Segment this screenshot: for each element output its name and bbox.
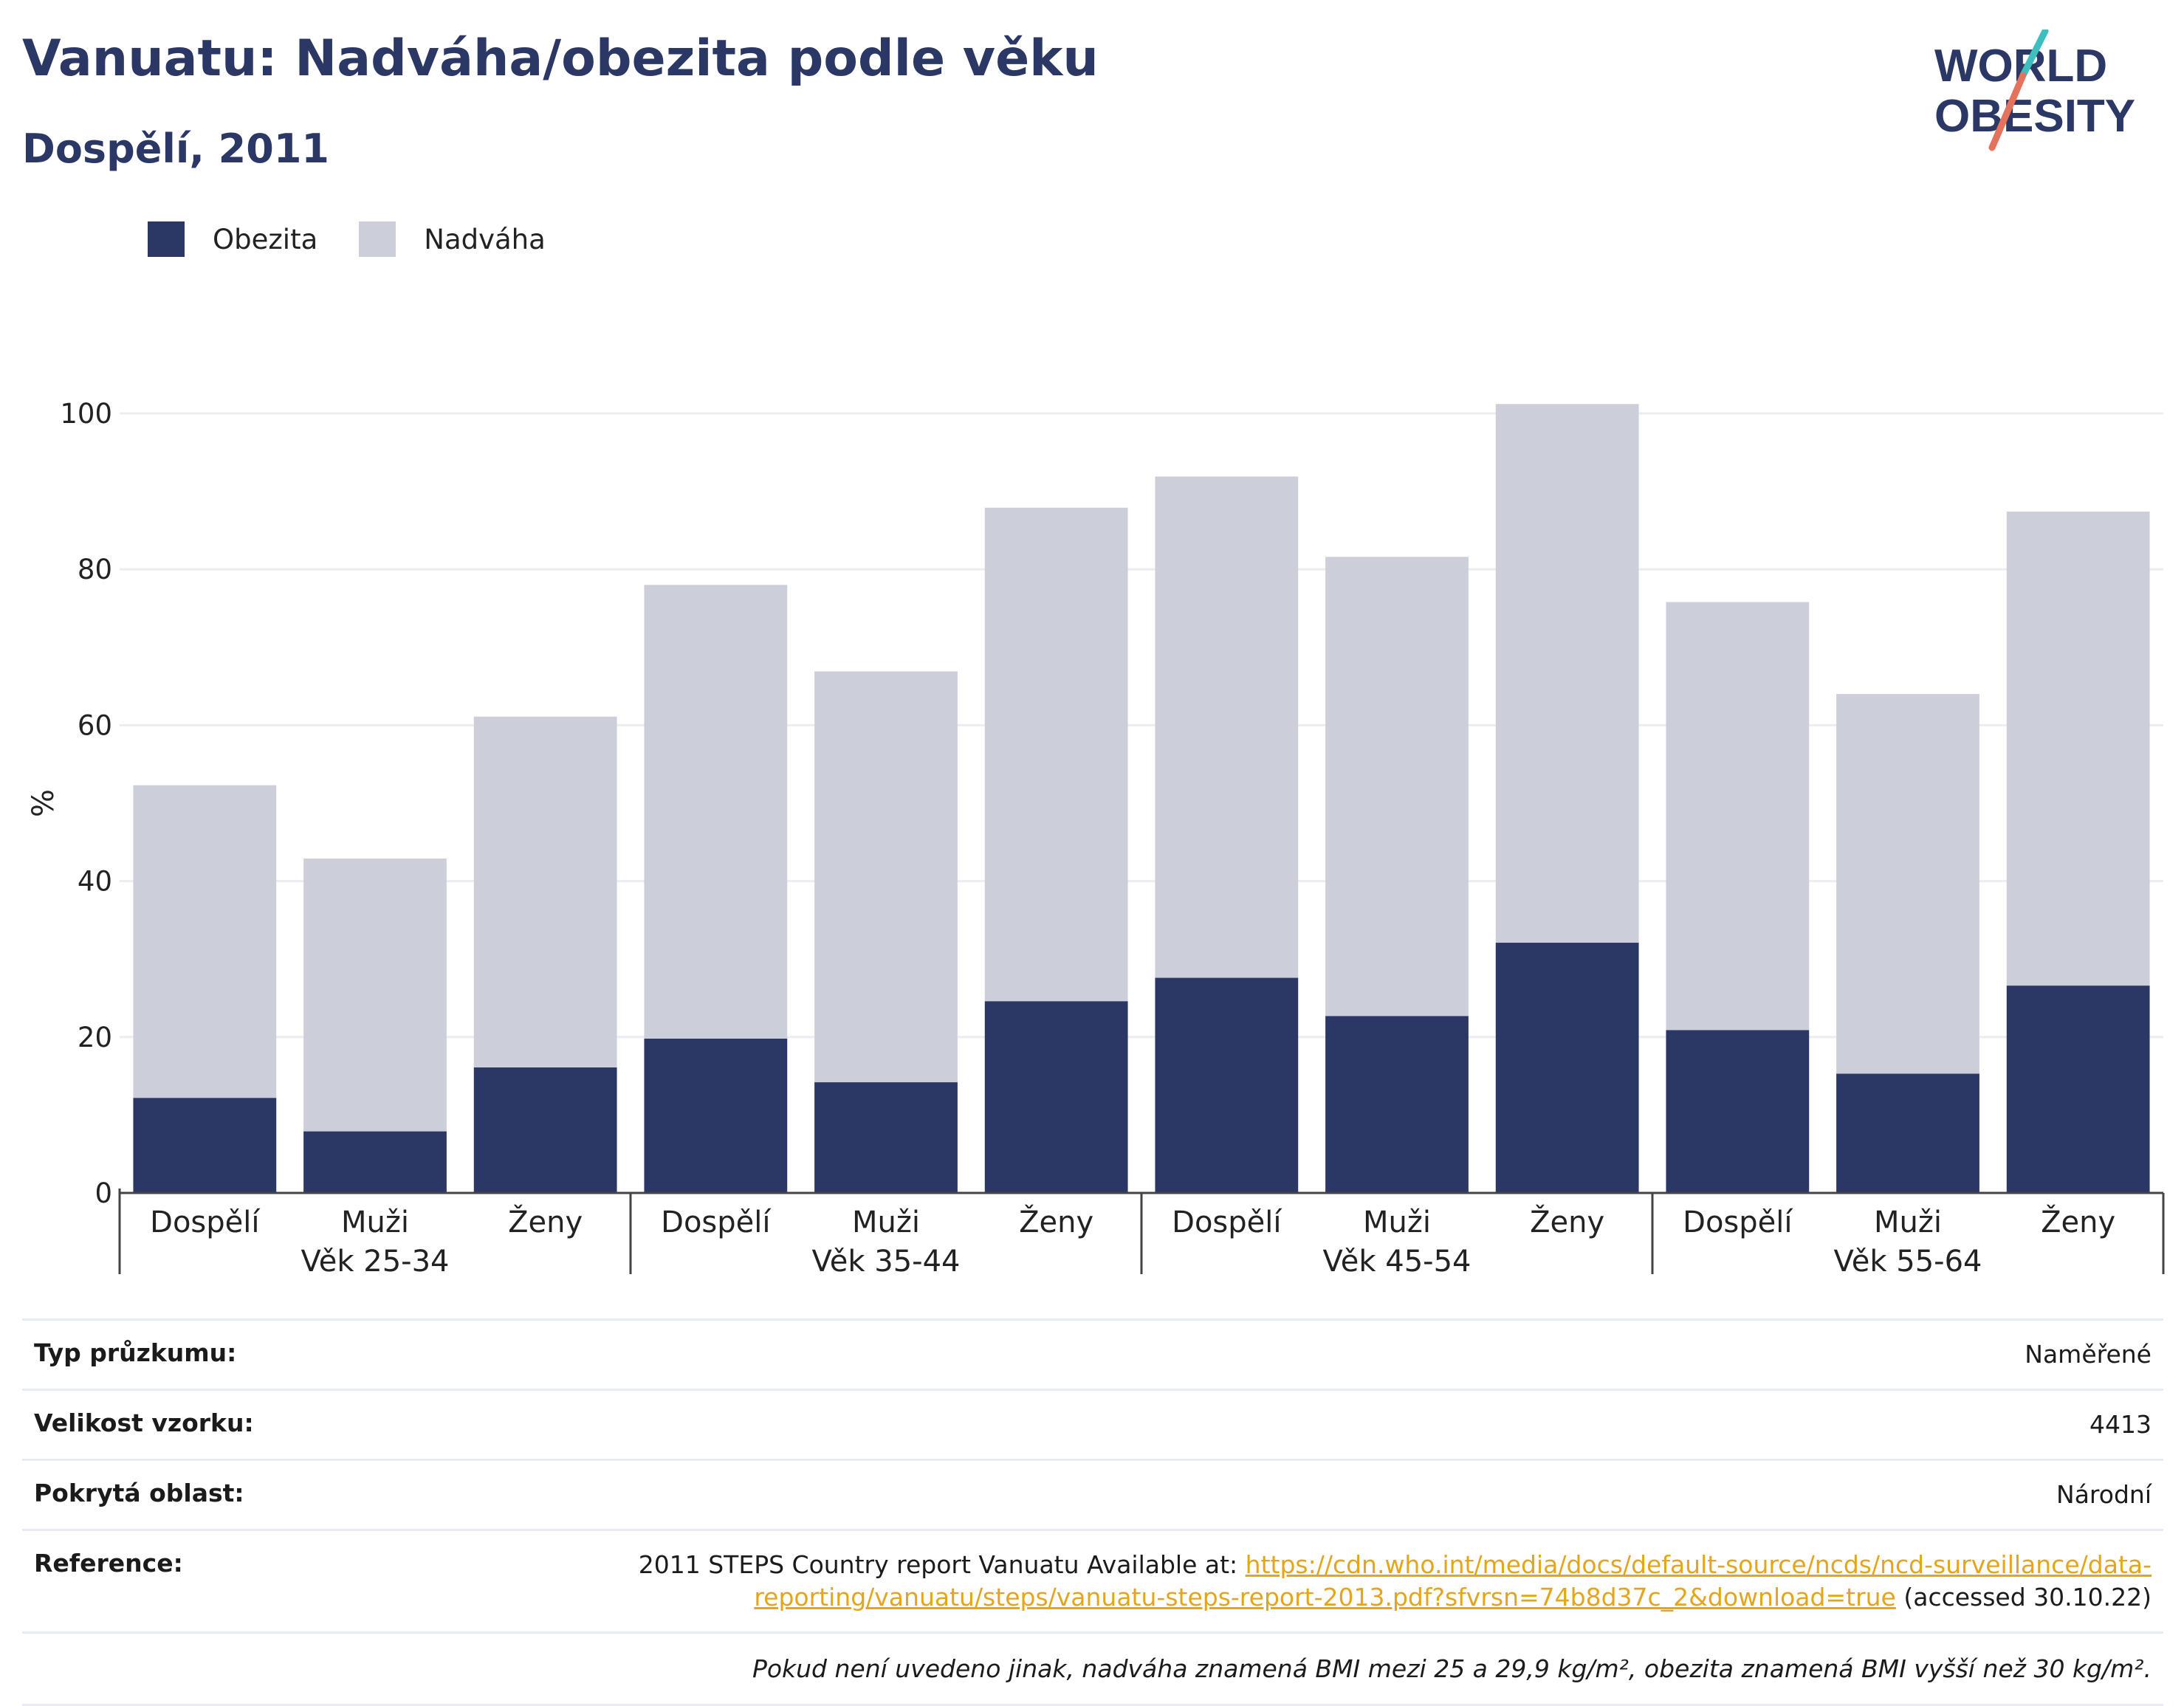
- bar-overweight: [1325, 557, 1469, 1017]
- bar-overweight: [814, 671, 958, 1083]
- group-label: Věk 35-44: [812, 1245, 961, 1279]
- legend-label-overweight: Nadváha: [424, 223, 546, 255]
- y-tick-label: 40: [78, 866, 112, 898]
- legend-item-overweight[interactable]: Nadváha: [359, 221, 546, 257]
- legend-swatch-overweight: [359, 221, 396, 257]
- legend-item-obesity[interactable]: Obezita: [148, 221, 317, 257]
- info-value: 4413: [2089, 1410, 2152, 1439]
- x-tick-label: Dospělí: [150, 1205, 261, 1239]
- bar-obesity: [473, 1067, 617, 1193]
- bar-overweight: [644, 585, 788, 1039]
- reference-text: 2011 STEPS Country report Vanuatu Availa…: [638, 1550, 1246, 1579]
- y-tick-label: 0: [95, 1177, 112, 1209]
- bar-overweight: [473, 716, 617, 1067]
- chart-legend: Obezita Nadváha: [148, 219, 587, 260]
- bar-overweight: [133, 785, 277, 1098]
- bar-obesity: [984, 1001, 1128, 1193]
- info-label: Reference:: [34, 1549, 183, 1578]
- legend-label-obesity: Obezita: [213, 223, 318, 255]
- info-row-survey-type: Typ průzkumu: Naměřené: [22, 1318, 2163, 1389]
- x-tick-label: Muži: [1874, 1205, 1942, 1239]
- group-label: Věk 25-34: [301, 1245, 450, 1279]
- info-value: Naměřené: [2025, 1340, 2152, 1369]
- bar-obesity: [303, 1131, 447, 1193]
- bar-overweight: [1495, 404, 1639, 943]
- bar-overweight: [984, 507, 1128, 1002]
- bar-obesity: [133, 1098, 277, 1193]
- legend-swatch-obesity: [148, 221, 185, 257]
- svg-text:OBESITY: OBESITY: [1934, 91, 2135, 142]
- y-tick-label: 100: [60, 398, 112, 430]
- bar-obesity: [1325, 1016, 1469, 1193]
- x-tick-label: Dospělí: [1683, 1205, 1793, 1239]
- y-tick-label: 60: [78, 709, 112, 741]
- info-label: Typ průzkumu:: [34, 1338, 237, 1367]
- survey-info-table: Typ průzkumu: Naměřené Velikost vzorku: …: [22, 1318, 2163, 1706]
- reference-value: 2011 STEPS Country report Vanuatu Availa…: [639, 1549, 2152, 1614]
- bar-obesity: [1666, 1030, 1810, 1193]
- bar-obesity: [1836, 1073, 1979, 1193]
- info-label: Velikost vzorku:: [34, 1409, 254, 1437]
- x-tick-label: Muži: [341, 1205, 409, 1239]
- bar-overweight: [303, 858, 447, 1132]
- x-tick-label: Ženy: [508, 1204, 583, 1239]
- y-tick-label: 80: [78, 554, 112, 585]
- x-tick-label: Ženy: [1530, 1204, 1604, 1239]
- y-axis-label: %: [27, 789, 61, 817]
- x-tick-label: Muži: [1363, 1205, 1431, 1239]
- bar-overweight: [1666, 602, 1810, 1031]
- page-title: Vanuatu: Nadváha/obezita podle věku: [22, 30, 1099, 88]
- bar-obesity: [1495, 943, 1639, 1193]
- info-row-coverage: Pokrytá oblast: Národní: [22, 1459, 2163, 1529]
- x-tick-label: Ženy: [1019, 1204, 1093, 1239]
- x-tick-label: Dospělí: [1172, 1205, 1282, 1239]
- bar-obesity: [1155, 977, 1299, 1193]
- y-tick-label: 20: [78, 1022, 112, 1053]
- group-label: Věk 55-64: [1834, 1245, 1982, 1279]
- x-tick-label: Muži: [852, 1205, 920, 1239]
- info-row-reference: Reference: 2011 STEPS Country report Van…: [22, 1529, 2163, 1631]
- bar-overweight: [1836, 694, 1979, 1074]
- x-tick-label: Ženy: [2041, 1204, 2115, 1239]
- reference-link-part-2[interactable]: reporting/vanuatu/steps/vanuatu-steps-re…: [754, 1583, 1896, 1612]
- definition-note: Pokud není uvedeno jinak, nadváha znamen…: [752, 1654, 2152, 1683]
- bar-obesity: [814, 1082, 958, 1193]
- bar-overweight: [2006, 512, 2150, 986]
- bar-chart: 0 20 40 60 80 100% Dospělí Muži Ženy Dospělí Muži Ž…: [27, 398, 2165, 1279]
- reference-link-part-1[interactable]: https://cdn.who.int/media/docs/default-s…: [1245, 1550, 2152, 1579]
- group-label: Věk 45-54: [1323, 1245, 1472, 1279]
- bar-overweight: [1155, 476, 1299, 978]
- world-obesity-logo: WORLD OBESITY: [1934, 30, 2135, 151]
- bar-obesity: [644, 1038, 788, 1193]
- page-subtitle: Dospělí, 2011: [22, 125, 329, 172]
- info-label: Pokrytá oblast:: [34, 1479, 244, 1507]
- info-row-sample-size: Velikost vzorku: 4413: [22, 1389, 2163, 1459]
- x-tick-label: Dospělí: [661, 1205, 772, 1239]
- info-value: Národní: [2056, 1480, 2152, 1509]
- bar-obesity: [2006, 986, 2150, 1193]
- reference-accessed: (accessed 30.10.22): [1895, 1583, 2152, 1612]
